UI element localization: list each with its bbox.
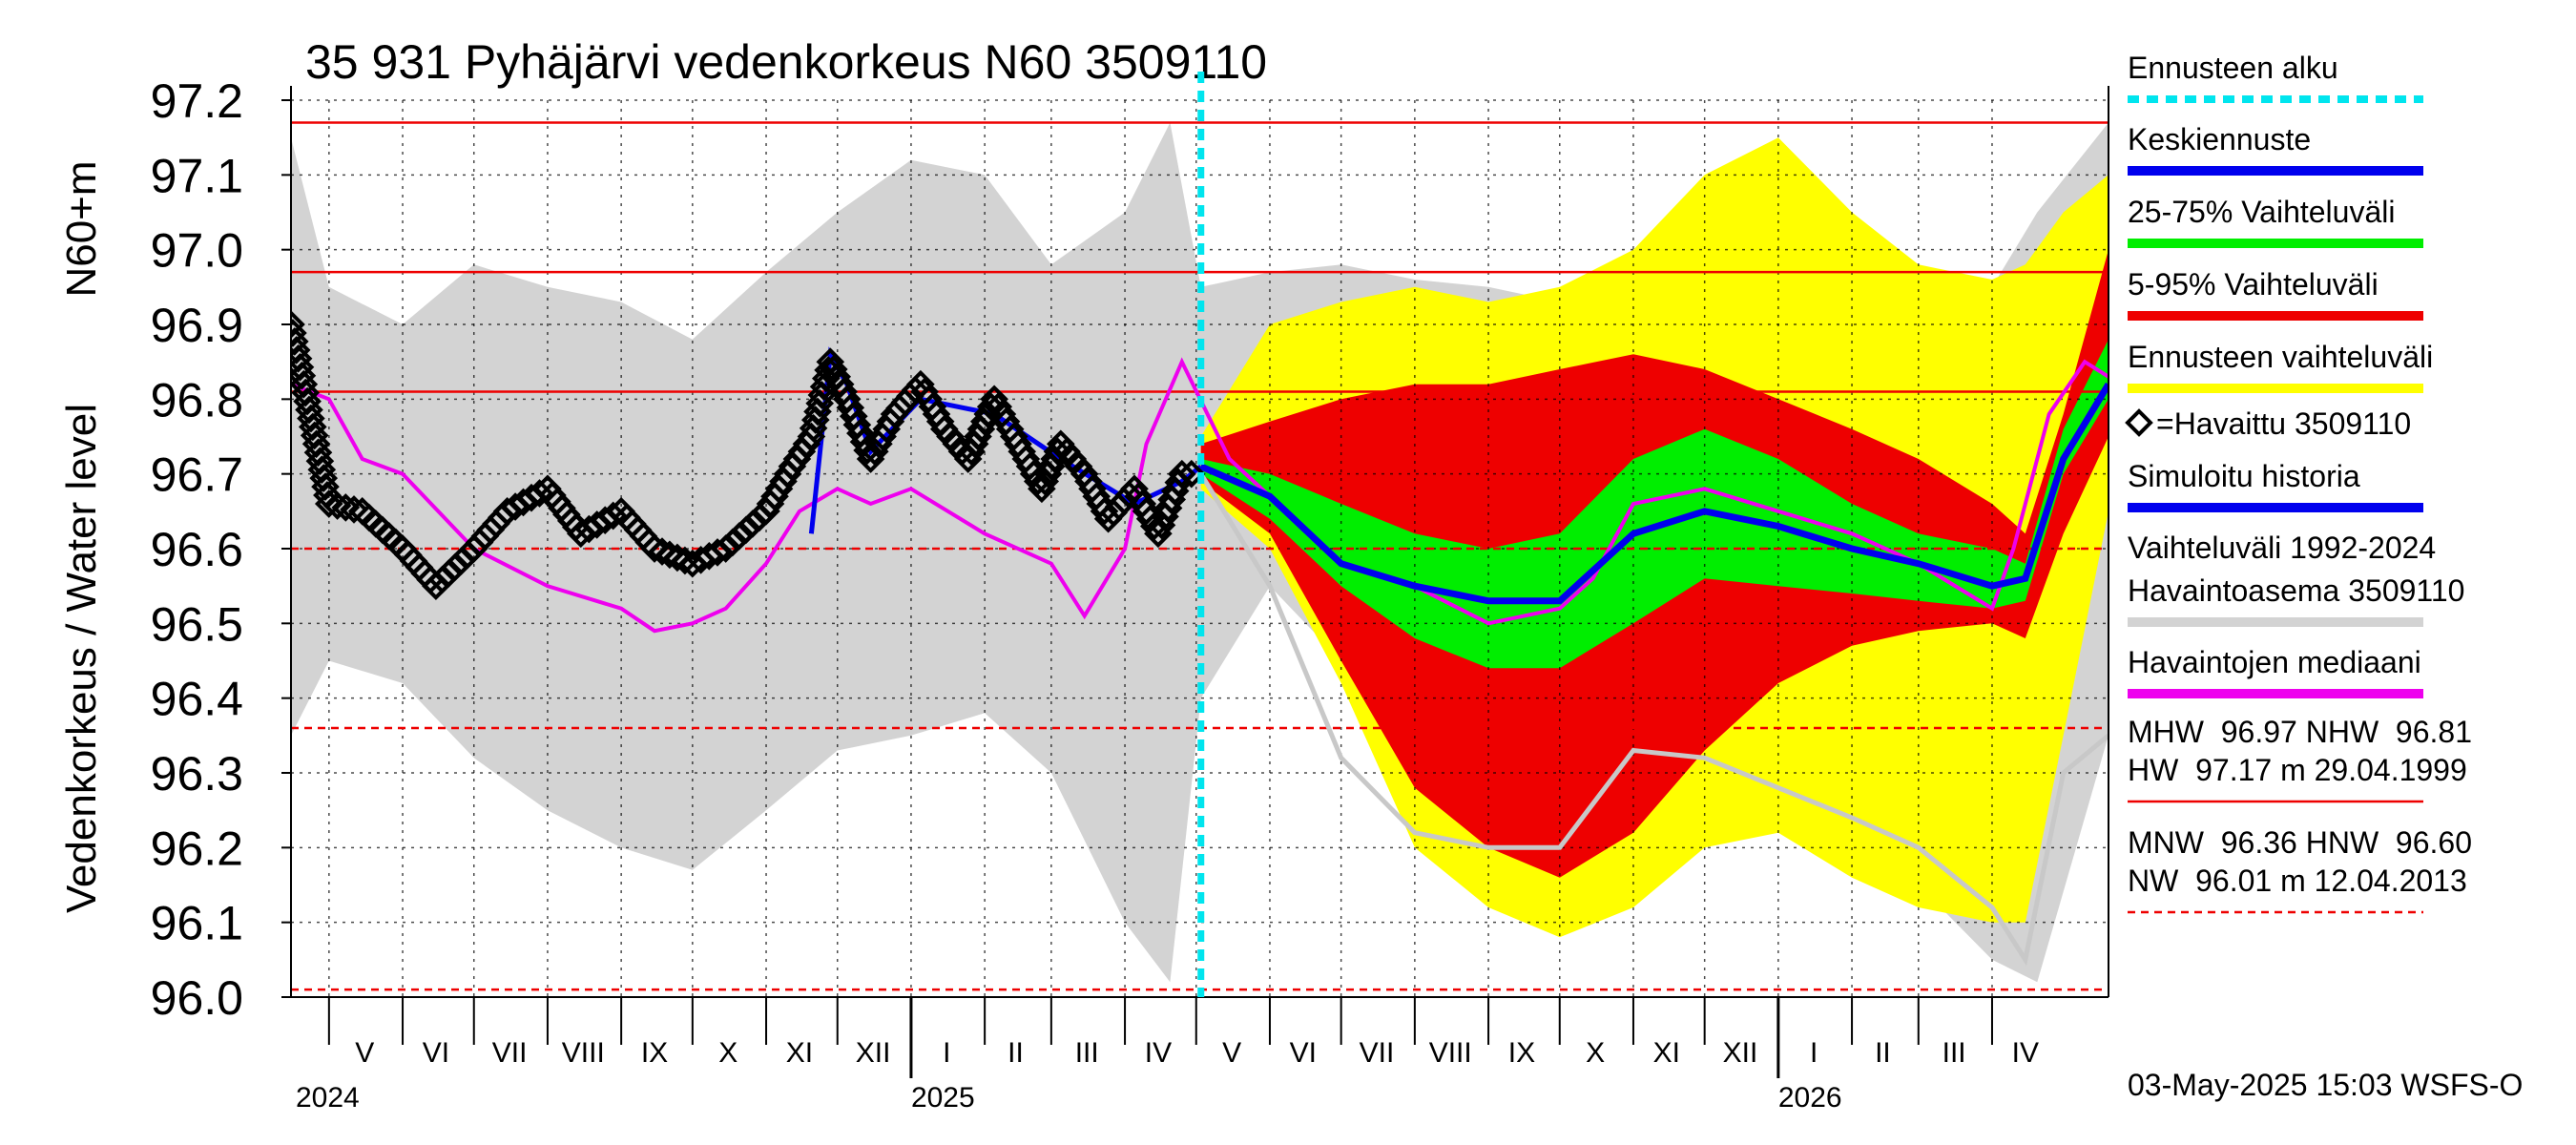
y-tick-label: 96.3 xyxy=(151,747,243,801)
stats-high-line2: HW 97.17 m 29.04.1999 xyxy=(2128,753,2467,787)
legend-label: Ennusteen vaihteluväli xyxy=(2128,340,2433,374)
observed-point xyxy=(291,310,305,339)
month-label: I xyxy=(943,1037,950,1069)
month-label: VIII xyxy=(562,1037,605,1069)
month-label: III xyxy=(1942,1037,1966,1069)
observed-point xyxy=(1090,496,1119,526)
observed-point xyxy=(1176,459,1206,489)
month-label: I xyxy=(1810,1037,1818,1069)
y-tick-label: 96.7 xyxy=(151,448,243,502)
month-label: IX xyxy=(641,1037,668,1069)
month-label: II xyxy=(1875,1037,1891,1069)
observed-markers-layer xyxy=(291,310,1206,601)
month-label: VIII xyxy=(1429,1037,1472,1069)
observed-point xyxy=(663,543,692,572)
median-forecast-line xyxy=(1199,382,2109,605)
series-lines-layer xyxy=(291,346,2109,967)
observed-point xyxy=(1023,467,1052,496)
observed-point xyxy=(314,489,343,518)
observed-point xyxy=(901,376,930,405)
observed-point xyxy=(640,534,669,563)
chart-title: 35 931 Pyhäjärvi vedenkorkeus N60 350911… xyxy=(305,35,1267,89)
observed-point xyxy=(853,436,882,465)
y-tick-label: 96.0 xyxy=(151,971,243,1025)
y-tick-label: 96.2 xyxy=(151,822,243,875)
legend-label: =Havaittu 3509110 xyxy=(2156,406,2411,441)
observed-point xyxy=(711,534,740,563)
observed-point xyxy=(1114,480,1144,510)
y-tick-label: 96.6 xyxy=(151,523,243,576)
month-label: VI xyxy=(1290,1037,1317,1069)
month-label: IV xyxy=(2012,1037,2039,1069)
observed-point xyxy=(648,537,676,566)
footer-timestamp: 03-May-2025 15:03 WSFS-O xyxy=(2128,1068,2523,1102)
legend-label: 25-75% Vaihteluväli xyxy=(2128,195,2395,229)
y-axis-label: Vedenkorkeus / Water level xyxy=(58,404,105,913)
dry-year-trace-line xyxy=(1198,472,2109,967)
legend-label: 5-95% Vaihteluväli xyxy=(2128,267,2379,302)
y-axis-unit-label: N60+m xyxy=(58,160,105,297)
legend-label: Havaintoasema 3509110 xyxy=(2128,573,2464,608)
legend-label: Simuloitu historia xyxy=(2128,459,2360,493)
y-tick-label: 96.8 xyxy=(151,373,243,427)
y-tick-label: 97.1 xyxy=(151,149,243,202)
observed-point xyxy=(1167,459,1196,489)
y-tick-label: 96.1 xyxy=(151,897,243,950)
legend-label: Ennusteen alku xyxy=(2128,51,2338,85)
observed-point xyxy=(976,392,1006,422)
month-label: V xyxy=(355,1037,374,1069)
month-label: VI xyxy=(423,1037,449,1069)
month-label: IX xyxy=(1508,1037,1535,1069)
month-label: XI xyxy=(786,1037,813,1069)
median-observations-line xyxy=(291,357,2109,634)
month-label: XII xyxy=(856,1037,891,1069)
observed-point xyxy=(322,491,352,520)
observed-point xyxy=(655,540,684,570)
month-label: III xyxy=(1075,1037,1099,1069)
year-label: 2025 xyxy=(911,1082,975,1114)
y-tick-label: 97.0 xyxy=(151,224,243,278)
month-label: II xyxy=(1008,1037,1024,1069)
legend-label: Havaintojen mediaani xyxy=(2128,645,2421,679)
observed-point xyxy=(724,522,754,551)
year-label: 2024 xyxy=(296,1082,360,1114)
observed-point xyxy=(331,493,361,522)
observed-point xyxy=(340,495,368,524)
month-label: X xyxy=(1586,1037,1605,1069)
month-label: X xyxy=(718,1037,737,1069)
legend: Ennusteen alku Keskiennuste 25-75% Vaihtel… xyxy=(2125,51,2464,914)
legend-label: Vaihteluväli 1992-2024 xyxy=(2128,531,2436,565)
stats-low-line1: MNW 96.36 HNW 96.60 xyxy=(2128,825,2472,860)
month-label: VII xyxy=(492,1037,528,1069)
observed-point xyxy=(717,528,747,557)
y-tick-label: 96.9 xyxy=(151,299,243,352)
month-label: VII xyxy=(1360,1037,1395,1069)
month-label: XII xyxy=(1723,1037,1758,1069)
y-tick-label: 96.4 xyxy=(151,673,243,726)
observed-point xyxy=(738,510,767,538)
month-label: XI xyxy=(1653,1037,1680,1069)
y-tick-label: 96.5 xyxy=(151,597,243,651)
legend-label: Keskiennuste xyxy=(2128,122,2311,156)
month-label: IV xyxy=(1145,1037,1172,1069)
observed-point xyxy=(732,515,760,545)
stats-high-line1: MHW 96.97 NHW 96.81 xyxy=(2128,715,2472,749)
month-label: V xyxy=(1222,1037,1241,1069)
legend-diamond-marker xyxy=(2125,408,2153,437)
year-label: 2026 xyxy=(1778,1082,1842,1114)
observed-point xyxy=(1043,437,1072,467)
y-tick-label: 97.2 xyxy=(151,74,243,128)
stats-low-line2: NW 96.01 m 12.04.2013 xyxy=(2128,864,2467,898)
axes-layer: 96.0 96.1 96.2 96.3 96.4 96.5 96.6 96.7 96.8 96.9… xyxy=(151,74,2109,1114)
